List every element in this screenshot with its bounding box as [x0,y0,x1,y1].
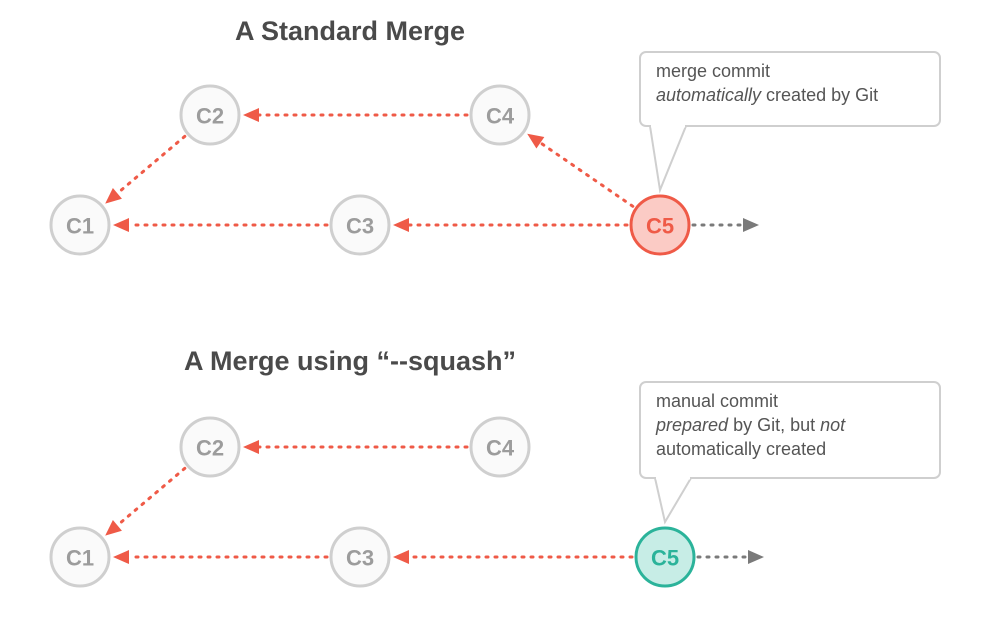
arrowhead [105,188,122,204]
commit-edge [117,136,184,193]
callout-text-line: prepared by Git, but not [655,415,846,435]
arrowhead [113,550,129,564]
arrowhead [113,218,129,232]
commit-label: C1 [66,214,94,239]
commit-label: C4 [486,436,515,461]
arrowhead [748,550,764,564]
callout-text-line: automatically created by Git [656,85,878,105]
arrowhead [743,218,759,232]
callout-text-line: manual commit [656,391,778,411]
commit-label: C1 [66,546,94,571]
commit-label: C3 [346,546,374,571]
commit-label: C5 [646,214,674,239]
callout-pointer [655,478,691,522]
callout-pointer [650,126,686,190]
commit-label: C2 [196,104,224,129]
commit-label: C4 [486,104,515,129]
arrowhead [243,108,259,122]
commit-label: C5 [651,546,679,571]
callout-text-line: merge commit [656,61,770,81]
arrowhead [393,218,409,232]
commit-edge [540,143,632,207]
callout-text-line: automatically created [656,439,826,459]
commit-label: C2 [196,436,224,461]
commit-edge [117,468,184,525]
commit-label: C3 [346,214,374,239]
arrowhead [393,550,409,564]
arrowhead [243,440,259,454]
diagram-title: A Standard Merge [235,16,465,46]
arrowhead [527,134,544,149]
diagram-title: A Merge using “--squash” [184,346,516,376]
arrowhead [105,520,122,536]
